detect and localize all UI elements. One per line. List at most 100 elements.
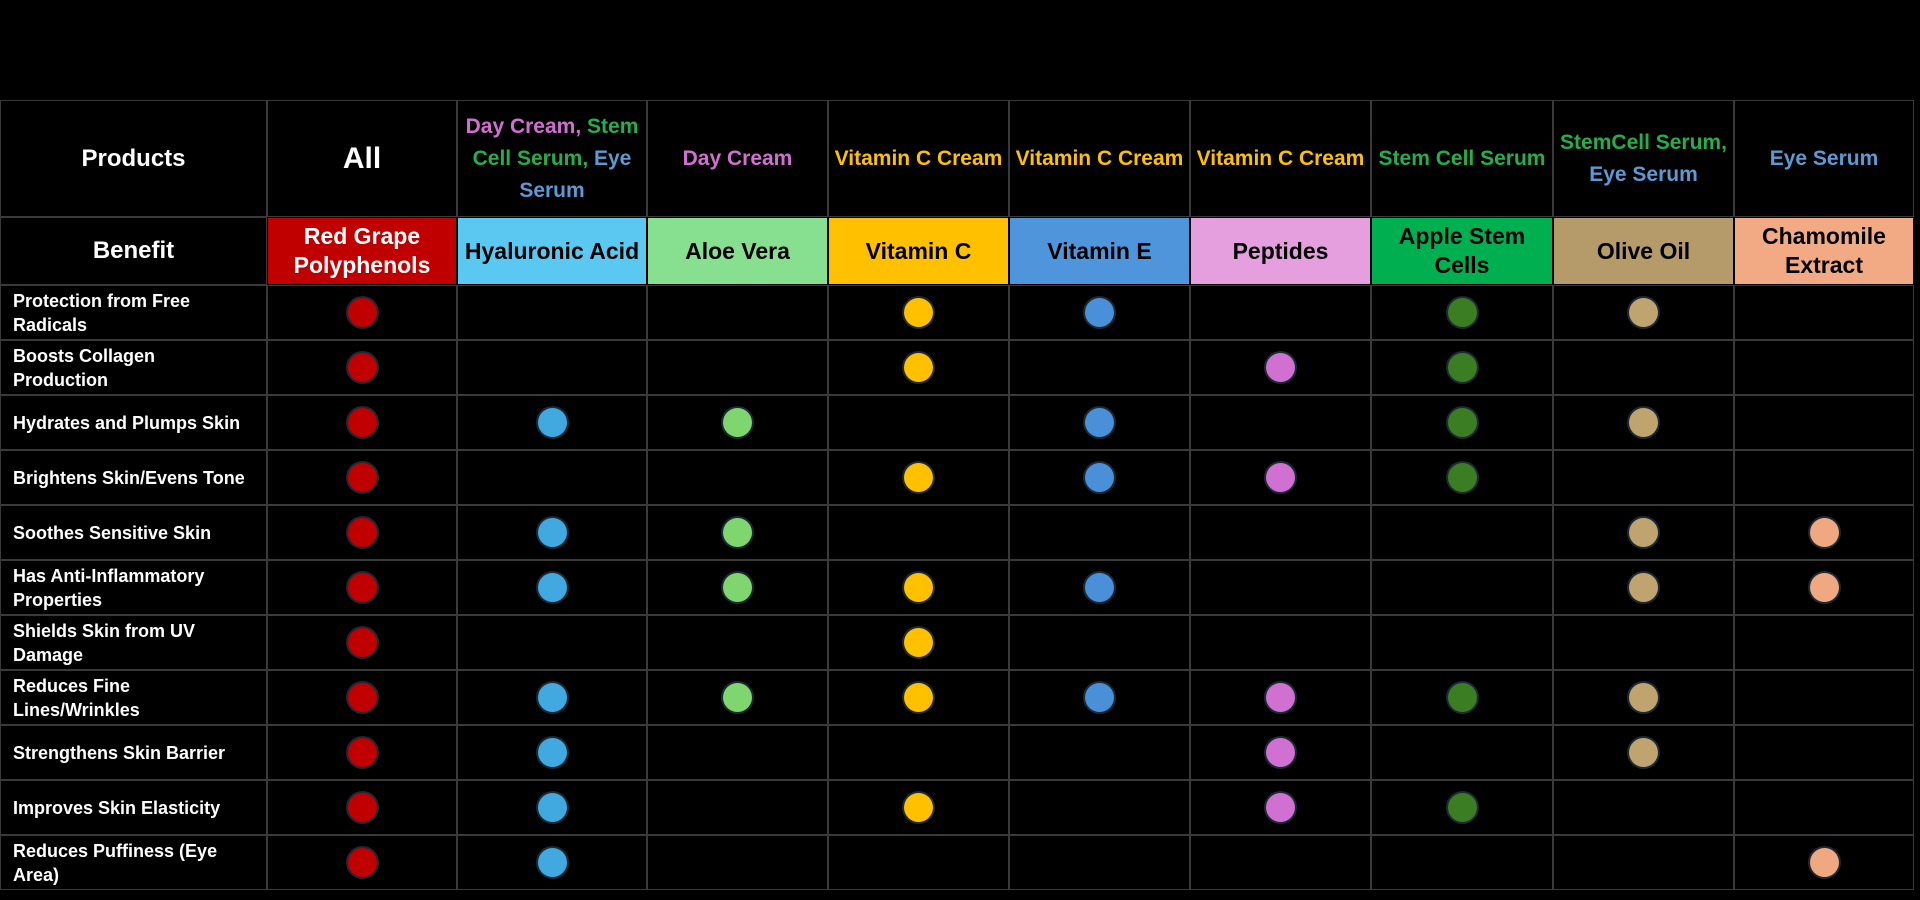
product-cell: All [267,100,457,217]
matrix-cell [1553,505,1734,560]
product-cell: Eye Serum [1734,100,1914,217]
benefit-dot [1085,298,1114,327]
ingredient-header: Red Grape Polyphenols [267,217,457,285]
matrix-cell [1371,560,1553,615]
benefit-dot [537,683,567,712]
matrix-cell [1009,780,1190,835]
product-name: Vitamin C Cream [834,146,1003,170]
matrix-cell [647,780,828,835]
matrix-cell [457,780,647,835]
matrix-cell [1734,835,1914,890]
benefit-dot [1085,463,1114,492]
matrix-cell [267,780,457,835]
benefit-dot [537,848,567,877]
matrix-cell [1009,560,1190,615]
product-cell: Vitamin C Cream [1009,100,1190,217]
benefit-dot [537,738,567,767]
product-text: Stem Cell Serum [1379,143,1546,175]
benefit-dot [1629,408,1658,437]
benefit-dot [904,628,933,657]
benefit-dot [1629,738,1658,767]
matrix-cell [828,780,1009,835]
product-cell: Day Cream, Stem Cell Serum, Eye Serum [457,100,647,217]
benefit-dot [904,353,933,382]
matrix-cell [1009,285,1190,340]
matrix-cell [1190,780,1371,835]
matrix-cell [828,670,1009,725]
matrix-cell [828,835,1009,890]
matrix-cell [1553,835,1734,890]
matrix-cell [1553,725,1734,780]
benefit-dot [1447,353,1477,382]
product-name: All [342,141,382,175]
matrix-cell [1734,560,1914,615]
benefit-dot [1629,518,1658,547]
matrix-cell [267,285,457,340]
product-text: Day Cream [683,143,793,175]
matrix-cell [1190,560,1371,615]
matrix-cell [1553,780,1734,835]
benefit-dot [904,573,933,602]
product-name: Eye Serum [1769,146,1879,170]
matrix-cell [1190,450,1371,505]
matrix-cell [1371,340,1553,395]
product-cell: Stem Cell Serum [1371,100,1553,217]
benefit-dot [1629,298,1658,327]
matrix-cell [1734,395,1914,450]
matrix-cell [457,285,647,340]
matrix-cell [1009,670,1190,725]
matrix-cell [1009,725,1190,780]
matrix-cell [1371,450,1553,505]
matrix-cell [1009,340,1190,395]
benefit-label: Reduces Puffiness (Eye Area) [0,835,267,890]
benefit-matrix: Products Benefit All Day Cream, Stem Cell… [0,100,1914,890]
matrix-cell [1371,395,1553,450]
benefit-dot [347,738,377,767]
matrix-cell [1009,505,1190,560]
benefit-dot [347,848,377,877]
matrix-cell [1190,670,1371,725]
benefit-dot [904,793,933,822]
matrix-cell [828,395,1009,450]
benefit-dot [1085,683,1114,712]
product-name: Stem Cell Serum [1378,146,1546,170]
benefit-dot [723,518,752,547]
benefit-dot [347,518,377,547]
product-name: Stem Cell Serum, [472,114,639,170]
benefit-dot [723,573,752,602]
matrix-cell [828,505,1009,560]
matrix-cell [267,395,457,450]
benefit-label: Improves Skin Elasticity [0,780,267,835]
matrix-cell [1371,725,1553,780]
matrix-cell [1009,835,1190,890]
matrix-cell [1734,615,1914,670]
matrix-cell [457,670,647,725]
matrix-cell [1553,670,1734,725]
matrix-cell [647,670,828,725]
matrix-cell [1009,395,1190,450]
benefit-dot [904,463,933,492]
benefit-dot [347,683,377,712]
benefit-dot [347,463,377,492]
benefit-dot [347,298,377,327]
products-label: Products [0,100,267,217]
matrix-cell [647,560,828,615]
product-name: Vitamin C Cream [1015,146,1184,170]
matrix-cell [267,725,457,780]
matrix-cell [1190,505,1371,560]
matrix-cell [1371,670,1553,725]
matrix-cell [1371,285,1553,340]
matrix-cell [267,615,457,670]
matrix-cell [1190,285,1371,340]
matrix-cell [457,340,647,395]
benefit-label: Boosts Collagen Production [0,340,267,395]
benefit-dot [1629,683,1658,712]
product-text: All [342,141,382,175]
benefit-dot [537,408,567,437]
benefit-dot [1447,408,1477,437]
benefit-dot [1266,793,1295,822]
matrix-cell [1734,505,1914,560]
product-name: Day Cream [682,146,793,170]
benefit-dot [1266,353,1295,382]
matrix-cell [1553,285,1734,340]
